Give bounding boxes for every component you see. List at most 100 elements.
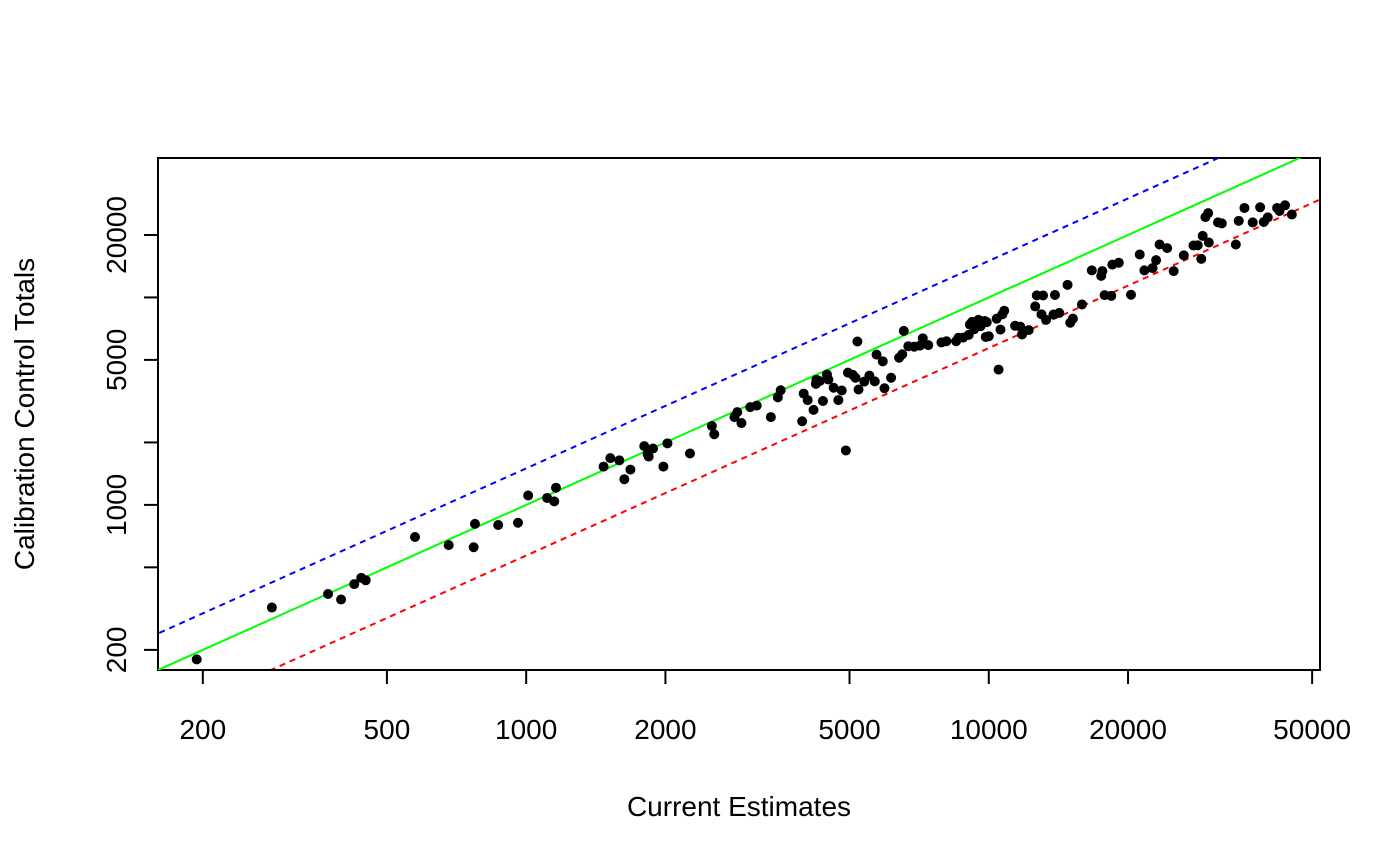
- data-point: [850, 372, 861, 383]
- data-point: [736, 418, 747, 429]
- data-point: [1126, 289, 1137, 300]
- data-point: [1038, 290, 1049, 301]
- x-tick-label: 500: [364, 714, 411, 745]
- data-point: [1041, 314, 1052, 325]
- data-point: [877, 356, 888, 367]
- data-point: [897, 349, 908, 360]
- data-point: [1049, 289, 1060, 300]
- data-point: [709, 429, 720, 440]
- data-point: [336, 594, 347, 605]
- data-point: [266, 602, 277, 613]
- data-point: [1192, 240, 1203, 251]
- x-axis-label: Current Estimates: [627, 791, 851, 822]
- data-point: [1255, 202, 1266, 213]
- data-point: [639, 441, 650, 452]
- data-point: [828, 382, 839, 393]
- data-point: [999, 305, 1010, 316]
- data-point: [886, 372, 897, 383]
- lower-bound-line: [268, 198, 1320, 670]
- data-point: [797, 416, 808, 427]
- data-point: [1030, 301, 1041, 312]
- data-point: [469, 518, 480, 529]
- data-point: [871, 349, 882, 360]
- data-point: [605, 453, 616, 464]
- data-point: [360, 575, 371, 586]
- data-point: [614, 455, 625, 466]
- data-point: [879, 383, 890, 394]
- data-point: [751, 400, 762, 411]
- data-point: [1168, 266, 1179, 277]
- data-point: [443, 540, 454, 551]
- data-point: [1147, 263, 1158, 274]
- data-points: [191, 200, 1297, 665]
- data-point: [1286, 209, 1297, 220]
- data-point: [323, 588, 334, 599]
- data-point: [1062, 279, 1073, 290]
- data-point: [625, 464, 636, 475]
- data-point: [1162, 243, 1173, 254]
- data-point: [1280, 200, 1291, 211]
- data-point: [765, 412, 776, 423]
- data-point: [648, 443, 659, 454]
- x-tick-label: 20000: [1089, 714, 1167, 745]
- data-point: [658, 461, 669, 472]
- data-point: [732, 407, 743, 418]
- upper-bound-line: [158, 158, 1221, 635]
- data-point: [869, 376, 880, 387]
- x-tick-label: 50000: [1273, 714, 1351, 745]
- data-point: [1139, 265, 1150, 276]
- data-point: [409, 532, 420, 543]
- data-point: [1097, 266, 1108, 277]
- data-point: [1106, 290, 1117, 301]
- data-point: [983, 331, 994, 342]
- data-point: [1262, 212, 1273, 223]
- data-point: [853, 384, 864, 395]
- data-point: [1015, 321, 1026, 332]
- data-point: [191, 654, 202, 665]
- y-tick-label: 1000: [101, 474, 132, 536]
- data-point: [1196, 253, 1207, 264]
- data-point: [993, 364, 1004, 375]
- data-point: [898, 325, 909, 336]
- data-point: [1216, 218, 1227, 229]
- data-point: [852, 336, 863, 347]
- data-point: [1197, 230, 1208, 241]
- data-point: [1230, 239, 1241, 250]
- data-point: [1086, 265, 1097, 276]
- data-point: [706, 421, 717, 432]
- data-point: [823, 374, 834, 385]
- reference-lines: [158, 158, 1320, 670]
- x-tick-label: 2000: [634, 714, 696, 745]
- data-point: [995, 324, 1006, 335]
- data-point: [1054, 307, 1065, 318]
- y-axis-label: Calibration Control Totals: [9, 258, 40, 570]
- data-point: [1134, 249, 1145, 260]
- identity-line: [158, 158, 1303, 670]
- data-point: [802, 395, 813, 406]
- y-tick-label: 20000: [101, 196, 132, 274]
- data-point: [1023, 325, 1034, 336]
- x-tick-label: 200: [179, 714, 226, 745]
- data-point: [1203, 237, 1214, 248]
- data-point: [836, 385, 847, 396]
- y-axis: 200 1000 5000 20000: [101, 196, 159, 673]
- x-axis: 200 500 1000 2000 5000 10000 20000 50000: [179, 669, 1351, 745]
- data-point: [981, 317, 992, 328]
- x-tick-label: 5000: [818, 714, 880, 745]
- data-point: [1178, 250, 1189, 261]
- data-point: [1203, 208, 1214, 219]
- data-point: [775, 385, 786, 396]
- data-point: [814, 376, 825, 387]
- x-tick-label: 10000: [950, 714, 1028, 745]
- y-tick-label: 5000: [101, 329, 132, 391]
- data-point: [923, 340, 934, 351]
- data-point: [1076, 299, 1087, 310]
- data-point: [1239, 202, 1250, 213]
- data-point: [1151, 255, 1162, 266]
- data-point: [550, 482, 561, 493]
- data-point: [917, 333, 928, 344]
- data-point: [493, 519, 504, 530]
- x-tick-label: 1000: [495, 714, 557, 745]
- data-point: [619, 474, 630, 485]
